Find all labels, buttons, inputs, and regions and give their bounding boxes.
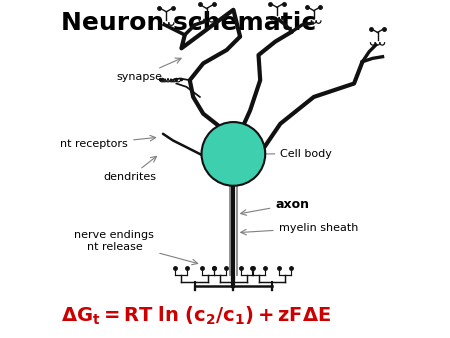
Circle shape [202, 122, 265, 186]
Text: $\mathbf{\Delta G_t = RT\ ln\ (c_2/c_1) + zF\Delta E}$: $\mathbf{\Delta G_t = RT\ ln\ (c_2/c_1) … [61, 304, 331, 327]
Text: nerve endings
nt release: nerve endings nt release [74, 230, 198, 265]
Text: Cell body: Cell body [251, 149, 332, 159]
Text: Neuron schematic: Neuron schematic [61, 11, 316, 35]
Text: synapse: synapse [117, 58, 181, 82]
Text: myelin sheath: myelin sheath [241, 223, 358, 235]
Text: nt receptors: nt receptors [60, 135, 156, 149]
Text: dendrites: dendrites [103, 156, 157, 183]
Text: axon: axon [241, 198, 309, 215]
